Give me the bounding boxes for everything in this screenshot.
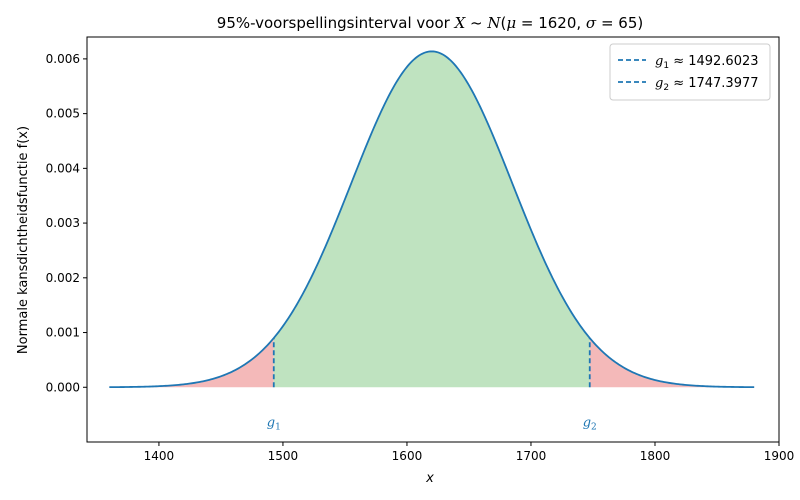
- axes-frame: [86, 36, 780, 443]
- density-curve: [109, 50, 755, 389]
- x-tick-label: 1400: [144, 449, 175, 463]
- plot-area: g1 g2: [109, 50, 755, 432]
- y-tick-label: 0.003: [46, 216, 80, 230]
- left-tail-area: [109, 338, 274, 388]
- legend-label-1: g1 ≈ 1492.6023: [655, 54, 759, 71]
- central-interval-area: [273, 51, 590, 388]
- y-tick-label: 0.005: [46, 107, 80, 121]
- chart-title: 95%-voorspellingsinterval voor X ~ N(μ =…: [217, 14, 643, 32]
- right-tail-area: [589, 338, 755, 388]
- x-tick-label: 1800: [640, 449, 671, 463]
- x-axis-label: x: [425, 471, 434, 486]
- g1-annotation: g1: [267, 415, 281, 432]
- x-tick-label: 1600: [392, 449, 423, 463]
- y-tick-label: 0.000: [46, 380, 80, 394]
- axes: 1400 1500 1600 1700 1800 1900 0.000 0.001 0.002 0…: [46, 36, 795, 463]
- x-tick-label: 1700: [516, 449, 547, 463]
- legend-label-2: g2 ≈ 1747.3977: [655, 76, 759, 93]
- y-tick-label: 0.001: [46, 326, 80, 340]
- legend: g1 ≈ 1492.6023 g2 ≈ 1747.3977: [609, 43, 771, 101]
- g2-annotation: g2: [583, 415, 597, 432]
- x-tick-label: 1900: [764, 449, 795, 463]
- y-tick-label: 0.002: [46, 271, 80, 285]
- x-tick-label: 1500: [268, 449, 299, 463]
- y-tick-label: 0.004: [46, 161, 80, 175]
- legend-box: [609, 43, 771, 101]
- y-axis-label: Normale kansdichtheidsfunctie f(x): [16, 126, 31, 354]
- y-tick-label: 0.006: [46, 52, 80, 66]
